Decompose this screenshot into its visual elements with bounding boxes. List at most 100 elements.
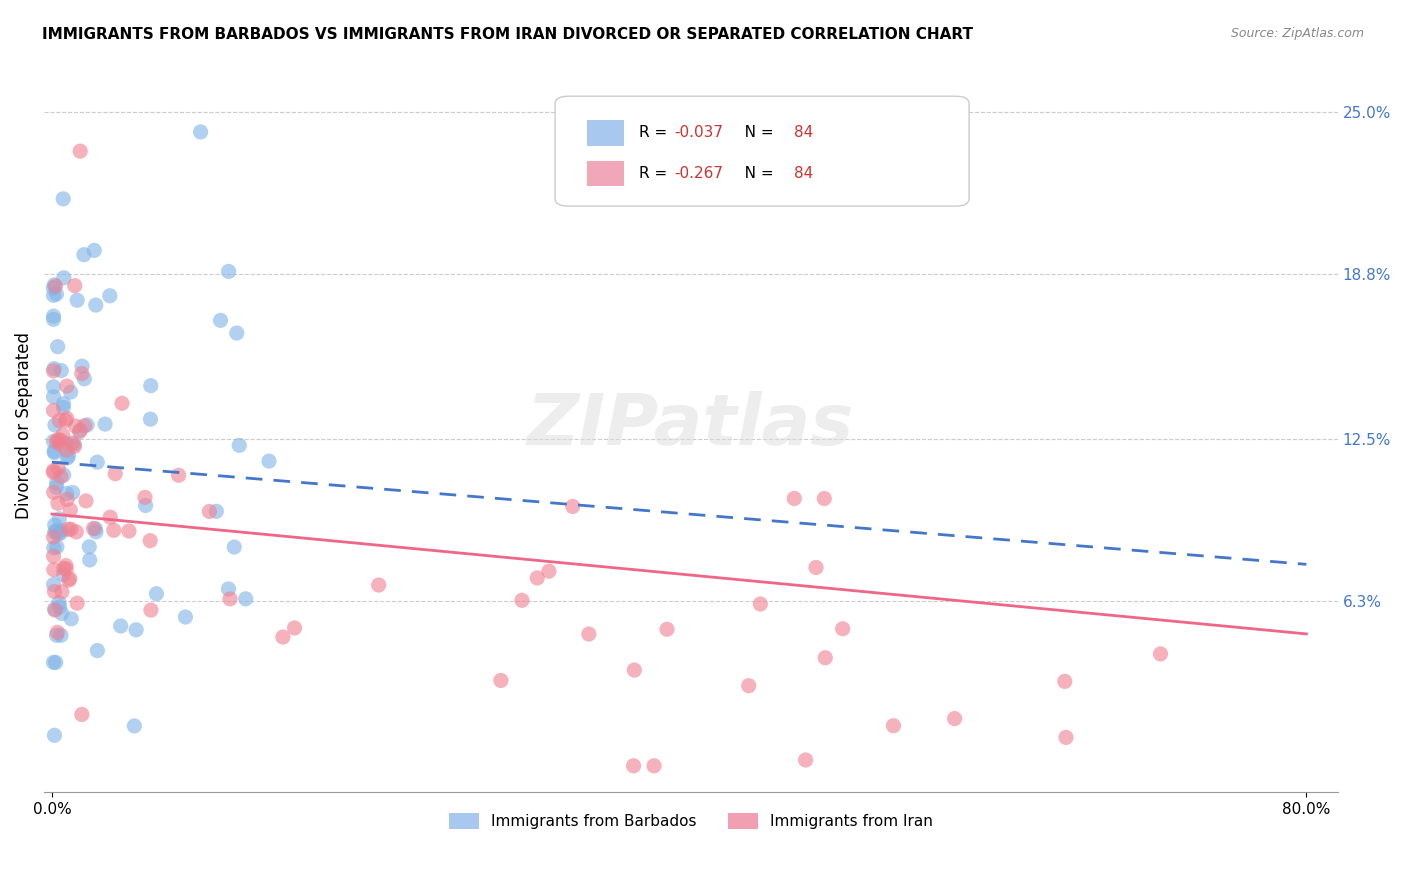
Immigrants from Barbados [44,518,66,533]
Immigrants from Barbados [66,293,89,308]
Immigrants from Barbados [44,728,66,742]
Text: N =: N = [730,166,779,180]
Immigrants from Iran [44,584,66,599]
Immigrants from Iran [804,560,827,574]
Immigrants from Barbados [218,264,240,278]
Immigrants from Iran [219,591,242,606]
Immigrants from Barbados [51,607,73,621]
Immigrants from Barbados [48,512,70,526]
Immigrants from Iran [510,593,533,607]
Immigrants from Barbados [42,312,65,326]
Immigrants from Iran [489,673,512,688]
Immigrants from Iran [655,622,678,636]
Text: -0.267: -0.267 [673,166,723,180]
Immigrants from Iran [65,419,87,434]
Immigrants from Barbados [52,192,75,206]
Immigrants from Barbados [42,444,65,458]
Immigrants from Barbados [73,248,96,262]
Immigrants from Iran [104,467,127,481]
Immigrants from Barbados [44,418,66,433]
Immigrants from Barbados [257,454,280,468]
Immigrants from Barbados [44,445,66,459]
Immigrants from Barbados [42,390,65,404]
Immigrants from Iran [42,530,65,544]
Immigrants from Iran [52,561,75,575]
Immigrants from Iran [42,464,65,478]
Immigrants from Iran [42,466,65,480]
Immigrants from Barbados [98,289,121,303]
Immigrants from Barbados [55,436,77,450]
Immigrants from Iran [118,524,141,538]
Immigrants from Iran [103,523,125,537]
Immigrants from Barbados [124,719,146,733]
Immigrants from Barbados [86,643,108,657]
Immigrants from Iran [1054,731,1077,745]
Immigrants from Barbados [42,541,65,555]
Immigrants from Iran [943,712,966,726]
Immigrants from Barbados [58,449,80,463]
Immigrants from Iran [749,597,772,611]
Text: -0.037: -0.037 [673,126,723,140]
Bar [588,120,624,146]
Immigrants from Barbados [86,455,108,469]
Immigrants from Barbados [52,468,75,483]
Immigrants from Iran [58,573,80,587]
Immigrants from Iran [49,433,72,447]
FancyBboxPatch shape [555,96,969,206]
Text: 84: 84 [794,166,814,180]
Immigrants from Barbados [125,623,148,637]
Immigrants from Iran [271,630,294,644]
Immigrants from Barbados [45,656,67,670]
Immigrants from Barbados [224,540,246,554]
Immigrants from Barbados [62,485,84,500]
Immigrants from Barbados [190,125,212,139]
Immigrants from Iran [48,414,70,428]
Immigrants from Iran [70,367,93,381]
Immigrants from Iran [42,549,65,563]
Immigrants from Iran [134,491,156,505]
Immigrants from Barbados [94,417,117,431]
Text: IMMIGRANTS FROM BARBADOS VS IMMIGRANTS FROM IRAN DIVORCED OR SEPARATED CORRELATI: IMMIGRANTS FROM BARBADOS VS IMMIGRANTS F… [42,27,973,42]
Immigrants from Barbados [56,450,79,465]
Immigrants from Iran [42,485,65,500]
Immigrants from Barbados [45,287,67,301]
Immigrants from Barbados [42,577,65,591]
Immigrants from Barbados [42,656,65,670]
Immigrants from Barbados [46,340,69,354]
Immigrants from Iran [537,564,560,578]
Immigrants from Iran [55,562,77,576]
Immigrants from Iran [167,468,190,483]
Immigrants from Iran [46,496,69,510]
Immigrants from Barbados [45,540,67,554]
Immigrants from Barbados [139,378,162,392]
Immigrants from Barbados [235,591,257,606]
Immigrants from Iran [52,428,75,442]
Immigrants from Iran [44,603,66,617]
Immigrants from Iran [783,491,806,506]
Immigrants from Iran [283,621,305,635]
Immigrants from Iran [55,414,77,428]
Immigrants from Iran [623,759,645,773]
Immigrants from Barbados [60,612,83,626]
Immigrants from Iran [58,522,80,536]
Immigrants from Iran [1053,674,1076,689]
Immigrants from Barbados [209,313,232,327]
Immigrants from Iran [66,596,89,610]
Immigrants from Barbados [225,326,247,340]
Immigrants from Barbados [44,602,66,616]
Immigrants from Barbados [44,525,66,540]
Immigrants from Iran [60,436,83,450]
Immigrants from Barbados [135,499,157,513]
Immigrants from Barbados [42,380,65,394]
Immigrants from Iran [56,492,79,507]
Immigrants from Barbados [42,281,65,295]
Immigrants from Barbados [45,475,67,490]
Text: R =: R = [640,126,672,140]
Immigrants from Iran [526,571,548,585]
Immigrants from Barbados [110,619,132,633]
Immigrants from Barbados [79,553,101,567]
Immigrants from Iran [69,425,91,439]
Immigrants from Barbados [52,567,75,582]
Immigrants from Iran [63,278,86,293]
Immigrants from Barbados [42,434,65,449]
